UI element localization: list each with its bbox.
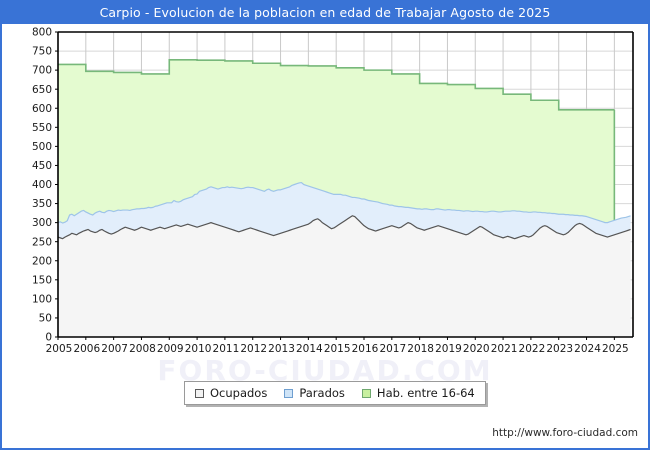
svg-text:2011: 2011 <box>213 343 240 355</box>
legend-label-hab-16-64: Hab. entre 16-64 <box>376 386 475 400</box>
svg-text:2018: 2018 <box>407 343 434 355</box>
svg-text:50: 50 <box>39 313 52 325</box>
svg-text:2015: 2015 <box>324 343 351 355</box>
svg-text:2016: 2016 <box>352 343 379 355</box>
svg-text:550: 550 <box>32 122 52 134</box>
svg-text:350: 350 <box>32 198 52 210</box>
legend-label-ocupados: Ocupados <box>210 386 268 400</box>
svg-text:2007: 2007 <box>101 343 128 355</box>
legend-swatch-hab-16-64 <box>361 388 371 398</box>
svg-text:750: 750 <box>32 46 52 58</box>
legend-item-parados: Parados <box>284 386 345 400</box>
svg-text:500: 500 <box>32 141 52 153</box>
svg-text:2024: 2024 <box>574 343 601 355</box>
svg-text:2023: 2023 <box>546 343 573 355</box>
svg-text:100: 100 <box>32 293 52 305</box>
svg-text:2025: 2025 <box>602 343 629 355</box>
svg-text:150: 150 <box>32 274 52 286</box>
source-url: http://www.foro-ciudad.com <box>492 427 638 439</box>
svg-text:2019: 2019 <box>435 343 462 355</box>
svg-text:200: 200 <box>32 255 52 267</box>
svg-text:2014: 2014 <box>296 343 323 355</box>
svg-text:250: 250 <box>32 236 52 248</box>
population-evolution-chart: 0 50 100 150 200 250 300 350 400 450 500 550 600 650 7… <box>32 27 634 355</box>
legend-item-ocupados: Ocupados <box>195 386 267 400</box>
svg-text:2012: 2012 <box>240 343 267 355</box>
svg-text:2005: 2005 <box>46 343 73 355</box>
svg-text:650: 650 <box>32 84 52 96</box>
svg-text:600: 600 <box>32 103 52 115</box>
svg-text:2006: 2006 <box>73 343 100 355</box>
svg-text:300: 300 <box>32 217 52 229</box>
legend-swatch-parados <box>284 388 294 398</box>
chart-legend: Ocupados Parados Hab. entre 16-64 <box>184 381 486 405</box>
svg-text:2022: 2022 <box>519 343 546 355</box>
svg-text:400: 400 <box>32 179 52 191</box>
svg-text:0: 0 <box>45 332 52 344</box>
svg-text:2009: 2009 <box>157 343 184 355</box>
svg-text:2021: 2021 <box>491 343 518 355</box>
svg-text:700: 700 <box>32 65 52 77</box>
svg-text:2017: 2017 <box>379 343 406 355</box>
svg-text:2013: 2013 <box>268 343 295 355</box>
svg-text:800: 800 <box>32 27 52 39</box>
svg-text:2008: 2008 <box>129 343 156 355</box>
chart-plot-region: 0 50 100 150 200 250 300 350 400 450 500 550 600 650 7… <box>2 24 648 448</box>
legend-item-hab-16-64: Hab. entre 16-64 <box>361 386 475 400</box>
window-title: Carpio - Evolucion de la poblacion en ed… <box>2 2 648 24</box>
legend-swatch-ocupados <box>195 388 204 398</box>
svg-text:2020: 2020 <box>463 343 490 355</box>
svg-text:2010: 2010 <box>185 343 212 355</box>
legend-label-parados: Parados <box>299 386 345 400</box>
svg-text:450: 450 <box>32 160 52 172</box>
